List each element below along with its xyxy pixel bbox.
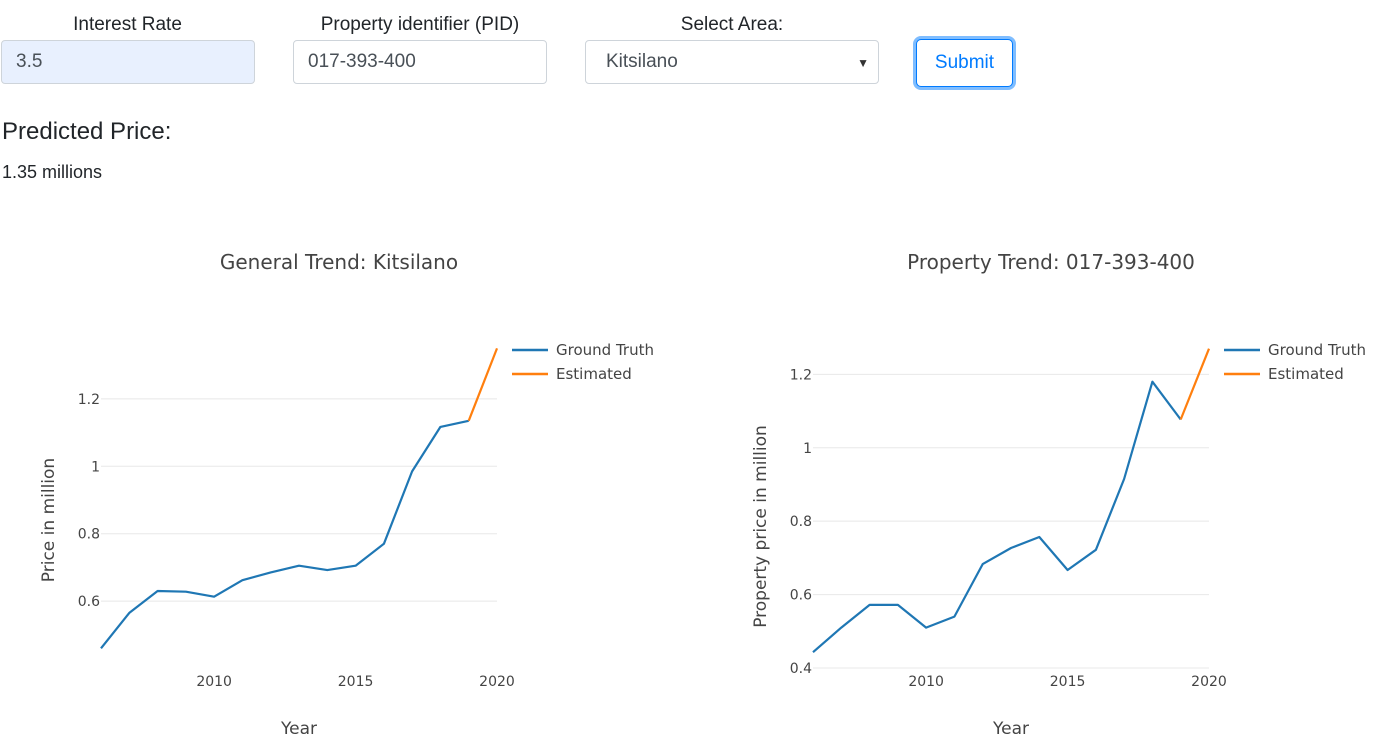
legend-label: Estimated — [556, 365, 632, 383]
search-form: Interest Rate 3.5 Property identifier (P… — [0, 0, 1375, 100]
area-select[interactable]: Kitsilano ▼ — [585, 40, 879, 84]
y-axis-label: Price in million — [39, 458, 59, 582]
interest-rate-input[interactable]: 3.5 — [1, 40, 255, 84]
predicted-price-heading: Predicted Price: — [2, 118, 172, 145]
series-line-ground-truth — [812, 380, 1182, 654]
legend-label: Ground Truth — [556, 341, 654, 359]
series-line-estimated — [1179, 348, 1211, 420]
x-tick-label: 2020 — [479, 674, 515, 690]
y-tick-label: 0.6 — [790, 588, 812, 604]
y-tick-label: 1 — [803, 441, 812, 457]
chart-title: Property Trend: 017-393-400 — [907, 250, 1195, 274]
pid-label: Property identifier (PID) — [320, 14, 520, 35]
submit-button[interactable]: Submit — [916, 39, 1013, 87]
x-axis-label: Year — [992, 719, 1029, 739]
area-select-value: Kitsilano — [606, 51, 678, 72]
y-tick-label: 0.8 — [78, 527, 100, 543]
legend-label: Ground Truth — [1268, 341, 1366, 359]
predicted-price-value: 1.35 millions — [2, 162, 103, 182]
chevron-down-icon: ▼ — [857, 56, 869, 70]
chart-title: General Trend: Kitsilano — [220, 250, 458, 274]
x-tick-label: 2015 — [338, 674, 374, 690]
area-label: Select Area: — [680, 14, 784, 35]
x-tick-label: 2010 — [908, 674, 944, 690]
y-axis-label: Property price in million — [751, 425, 771, 628]
y-tick-label: 0.4 — [790, 661, 812, 677]
pid-input[interactable]: 017-393-400 — [293, 40, 547, 84]
x-tick-label: 2010 — [196, 674, 232, 690]
interest-rate-label: Interest Rate — [73, 14, 182, 35]
series-line-ground-truth — [100, 419, 469, 649]
x-tick-label: 2015 — [1050, 674, 1086, 690]
y-tick-label: 0.6 — [78, 594, 100, 610]
y-tick-label: 0.8 — [790, 514, 812, 530]
legend-label: Estimated — [1268, 365, 1344, 383]
x-axis-label: Year — [280, 719, 317, 739]
y-tick-label: 1.2 — [790, 367, 812, 383]
property-trend-chart: 0.4 0.6 0.8 1 1.2 2010 2015 2020 Property Trend:… — [751, 250, 1366, 739]
y-tick-label: 1.2 — [78, 392, 100, 408]
general-trend-chart: 0.6 0.8 1 1.2 2010 2015 2020 General Trend: Kit… — [39, 250, 654, 739]
y-tick-label: 1 — [91, 459, 100, 475]
x-tick-label: 2020 — [1191, 674, 1227, 690]
series-line-estimated — [467, 347, 499, 422]
